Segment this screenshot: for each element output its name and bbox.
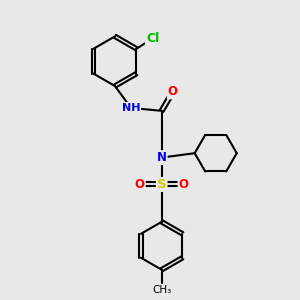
Text: NH: NH [122, 103, 140, 113]
Text: O: O [135, 178, 145, 191]
Text: Cl: Cl [146, 32, 159, 45]
Text: O: O [178, 178, 189, 191]
Text: S: S [157, 178, 166, 191]
Text: O: O [168, 85, 178, 98]
Text: CH₃: CH₃ [152, 285, 171, 295]
Text: N: N [157, 151, 167, 164]
